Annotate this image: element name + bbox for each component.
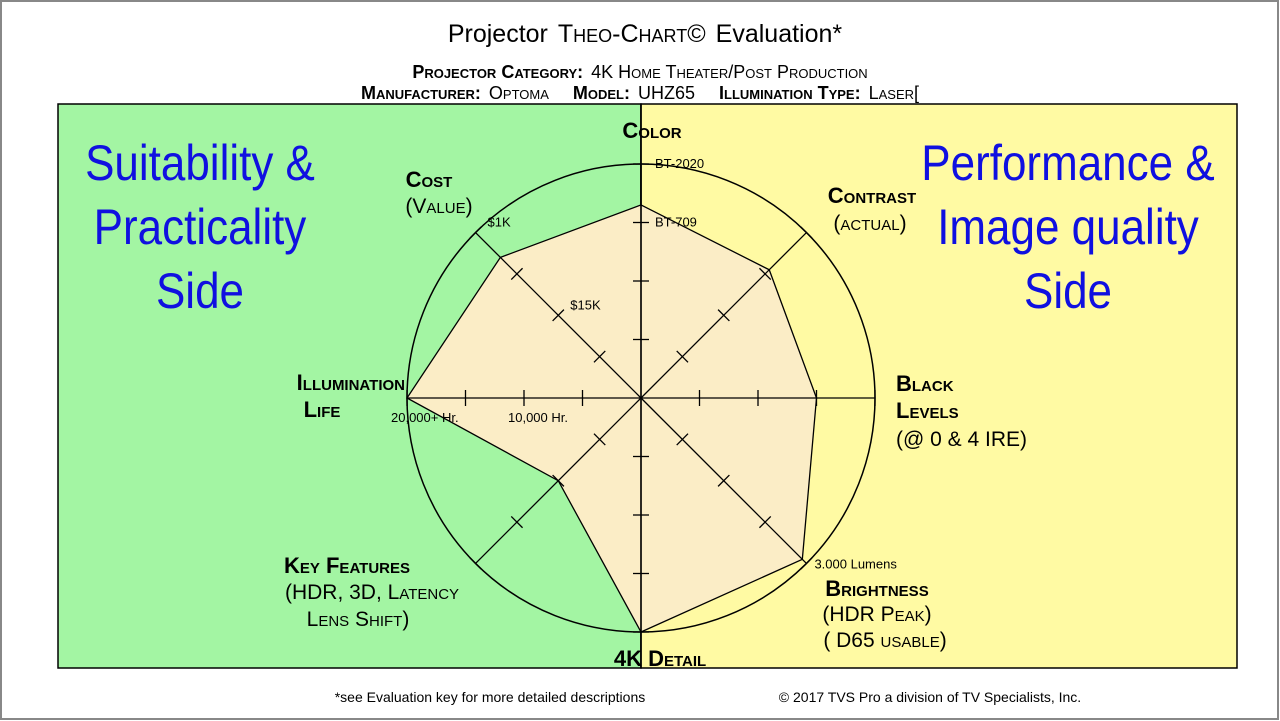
tick-mark [676,433,689,446]
tick-mark [510,267,524,281]
axis-label: Cost [406,167,453,192]
tick-mark [469,557,482,570]
tick-mark [800,226,813,239]
tick-mark [717,309,730,322]
tick-mark [593,433,606,446]
axis-note: (HDR Peak) [822,603,931,626]
axis-label: Key Features [284,553,410,578]
footnote: © 2017 TVS Pro a division of TV Speciali… [779,689,1081,705]
info-label: Projector Category: [412,62,583,82]
side-label: Side [1024,262,1112,318]
axis-tick-label: BT-2020 [655,156,704,171]
axis-note: (Value) [405,195,472,218]
info-label: Illumination Type: [719,83,861,103]
tick-mark [593,350,606,363]
axis-label: Color [622,118,681,143]
info-line: Projector Category: 4K Home Theater/Post … [412,62,867,82]
chart-title: Projector Theo-Chart© Evaluation* [448,20,843,48]
footnote: *see Evaluation key for more detailed de… [335,689,646,705]
axis-label: Black [896,371,954,396]
axis-label: Life [304,397,341,422]
info-value: Laser[ [869,83,919,103]
tick-mark [676,350,689,363]
tick-mark [552,309,565,322]
axis-tick-label: 20,000+ Hr. [391,410,459,425]
axis-note: Lens Shift) [307,608,410,631]
info-label: Model: [573,83,630,103]
axis-tick-label: 10,000 Hr. [508,410,568,425]
axis-label: 4K Detail [614,646,706,671]
side-label: Image quality [937,198,1199,254]
side-label: Suitability & [85,134,315,190]
side-label: Side [156,262,244,318]
tick-mark [800,557,813,570]
axis-label: Brightness [825,576,928,601]
info-value: UHZ65 [638,83,695,103]
axis-tick-label: $15K [570,297,601,312]
axis-tick-label: $1K [488,215,511,230]
info-line: Manufacturer: Optoma Model: UHZ65 Illuminati… [361,83,919,103]
tick-mark [717,474,730,487]
axis-tick-label: 3.000 Lumens [814,556,897,571]
title-part: Projector [448,20,548,48]
axis-note: (@ 0 & 4 IRE) [896,428,1027,451]
tick-mark [552,474,565,487]
info-value: 4K Home Theater/Post Production [591,62,868,82]
axis-label: Levels [896,398,959,423]
title-part: Evaluation* [716,20,843,48]
tick-mark [758,515,772,529]
axis-note: (HDR, 3D, Latency [285,581,459,604]
info-value: Optoma [489,83,549,103]
side-label: Performance & [921,134,1214,190]
side-label: Practicality [94,198,307,254]
axis-label: Illumination [297,370,405,395]
axis-note: (actual) [833,212,906,235]
title-part: Theo-Chart© [558,20,706,48]
info-label: Manufacturer: [361,83,481,103]
tick-mark [758,267,772,281]
tick-mark [469,226,482,239]
tick-mark [510,515,524,529]
axis-tick-label: BT-709 [655,215,697,230]
axis-note: ( D65 usable) [823,629,946,652]
axis-label: Contrast [828,183,916,208]
